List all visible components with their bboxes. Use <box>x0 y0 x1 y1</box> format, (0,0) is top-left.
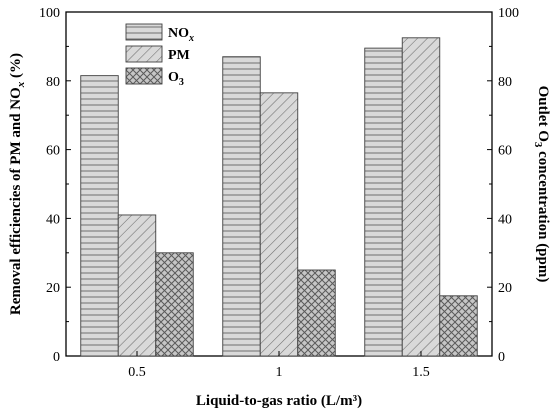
y2-tick-label: 0 <box>498 350 505 365</box>
left-axis-ticks: 0 20 40 60 80 100 <box>39 6 71 365</box>
y-axis-title: Removal efficiencies of PM and NOx (%) <box>8 53 27 315</box>
x-tick-label: 1.5 <box>412 365 430 380</box>
y2-tick-label: 40 <box>498 212 512 227</box>
bar-pm-0.5 <box>117 214 157 357</box>
y2-axis-title: Outlet O3 concentration (ppm) <box>532 86 550 283</box>
x-axis-ticks: 0.5 1 1.5 <box>128 351 430 380</box>
y-tick-label: 80 <box>46 75 60 90</box>
y-tick-label: 0 <box>53 350 60 365</box>
x-tick-label: 0.5 <box>128 365 146 380</box>
bars-layer <box>80 37 478 357</box>
y-tick-label: 60 <box>46 144 60 159</box>
legend-swatch-nox <box>125 23 163 41</box>
y2-tick-label: 80 <box>498 75 512 90</box>
legend-swatch-o3 <box>125 67 163 85</box>
bar-o3-0.5 <box>155 252 194 357</box>
legend: NOx PM O3 <box>125 23 194 88</box>
x-tick-label: 1 <box>276 365 283 380</box>
right-axis-ticks: 0 20 40 60 80 100 <box>487 6 519 365</box>
legend-label-pm: PM <box>168 48 190 63</box>
legend-label-nox: NOx <box>168 26 194 44</box>
y-tick-label: 20 <box>46 281 60 296</box>
bar-nox-1.5 <box>364 47 403 357</box>
bar-pm-1 <box>259 92 299 357</box>
y2-tick-label: 20 <box>498 281 512 296</box>
y2-tick-label: 100 <box>498 6 519 21</box>
x-axis-title: Liquid-to-gas ratio (L/m³) <box>196 393 362 409</box>
bar-nox-1 <box>222 56 261 357</box>
bar-nox-0.5 <box>80 75 119 357</box>
y2-tick-label: 60 <box>498 144 512 159</box>
bar-pm-1.5 <box>401 37 441 357</box>
y-tick-label: 100 <box>39 6 60 21</box>
bar-o3-1.5 <box>439 295 478 357</box>
bar-o3-1 <box>297 269 336 357</box>
legend-swatch-pm <box>125 45 163 63</box>
legend-label-o3: O3 <box>168 70 184 88</box>
y-tick-label: 40 <box>46 212 60 227</box>
